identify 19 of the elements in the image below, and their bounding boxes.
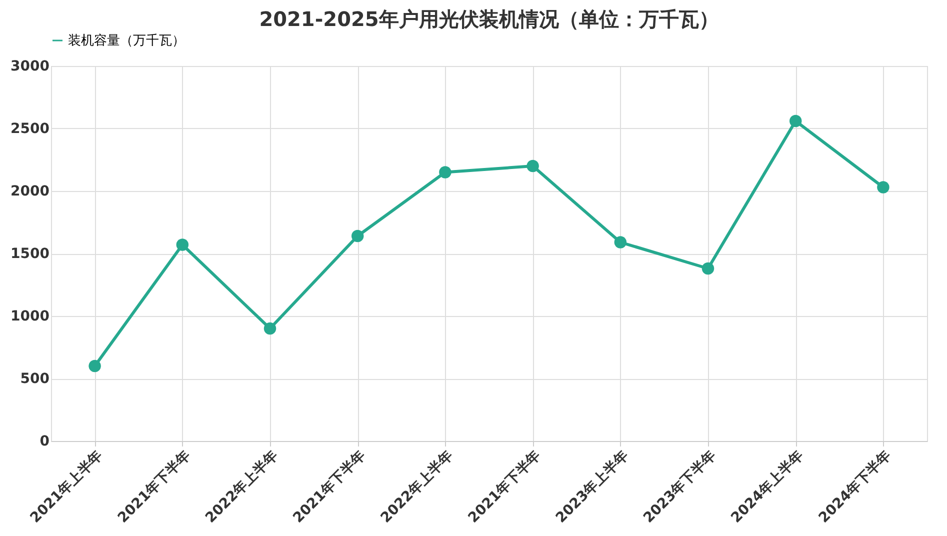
point: [702, 262, 714, 275]
point: [439, 166, 452, 178]
y-tick-label: 3000: [10, 58, 50, 74]
point: [351, 230, 364, 242]
y-tick-label: 500: [20, 371, 50, 387]
point: [176, 238, 189, 251]
y-tick-label: 0: [40, 434, 50, 450]
y-tick-label: 2500: [10, 121, 50, 137]
point: [789, 114, 802, 128]
point: [877, 181, 890, 194]
y-tick-label: 2000: [10, 184, 50, 200]
point: [264, 322, 276, 335]
chart-title: 2021-2025年户用光伏装机情况（单位：万千瓦）: [259, 7, 719, 31]
y-tick-label: 1000: [10, 308, 50, 324]
y-tick-label: 1500: [10, 246, 50, 262]
point: [88, 360, 101, 372]
point: [526, 160, 539, 172]
point: [614, 236, 627, 248]
legend-label: 装机容量（万千瓦）: [68, 32, 185, 48]
